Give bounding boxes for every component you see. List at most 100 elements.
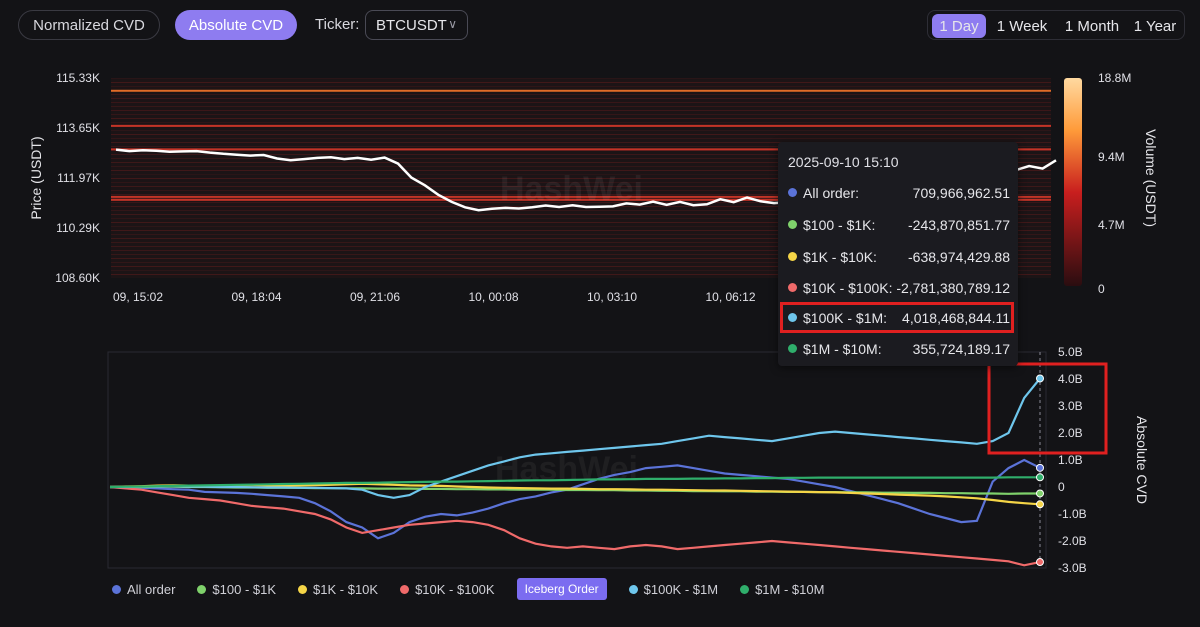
tooltip-row-1k-10k: $1K - $10K: -638,974,429.88: [788, 246, 1010, 268]
volume-band: [111, 238, 1051, 239]
cvd-series-line: [109, 485, 1041, 567]
colorbar-tick-label: 9.4M: [1098, 150, 1125, 164]
cvd-y-tick-label: -1.0B: [1058, 507, 1087, 521]
volume-band: [111, 202, 1051, 203]
volume-band: [111, 242, 1051, 243]
price-y-ticks: 115.33K 113.65K 111.97K 110.29K 108.60K: [55, 71, 100, 285]
highlight-box-right: [987, 362, 1108, 455]
tooltip-dot: [788, 344, 797, 353]
volume-band: [111, 130, 1051, 131]
volume-band: [111, 86, 1051, 87]
volume-band: [111, 150, 1051, 151]
cvd-panel-frame: [107, 351, 1047, 569]
legend-dot: [112, 584, 121, 594]
legend: All order $100 - $1K $1K - $10K $10K - $…: [112, 578, 846, 600]
range-1-year[interactable]: 1 Year: [1133, 17, 1177, 35]
tooltip-label: $1K - $10K:: [803, 249, 877, 265]
normalized-cvd-button[interactable]: Normalized CVD: [18, 10, 160, 40]
absolute-cvd-button[interactable]: Absolute CVD: [175, 10, 297, 40]
tooltip-row-all-order: All order: 709,966,962.51: [788, 182, 1010, 204]
cvd-series-endpoint: [1036, 374, 1044, 383]
volume-band: [111, 170, 1051, 171]
cvd-series-endpoint: [1036, 463, 1044, 472]
tooltip-dot: [788, 313, 797, 322]
ticker-label: Ticker:: [315, 16, 360, 33]
legend-label: $10K - $100K: [415, 581, 495, 597]
tooltip-row-10k-100k: $10K - $100K: -2,781,380,789.12: [788, 277, 1010, 299]
legend-item-all-order[interactable]: All order: [112, 582, 175, 597]
volume-band: [111, 230, 1051, 231]
volume-band: [111, 270, 1051, 271]
legend-item-10k-100k[interactable]: $10K - $100K: [400, 582, 495, 597]
cvd-y-tick-label: 5.0B: [1058, 345, 1083, 359]
volume-band: [111, 154, 1051, 155]
tooltip-row-100k-1m: $100K - $1M: 4,018,468,844.11: [788, 307, 1010, 329]
cvd-series-endpoint: [1036, 558, 1044, 567]
volume-band: [111, 162, 1051, 163]
volume-band: [111, 158, 1051, 159]
range-1-day[interactable]: 1 Day: [932, 14, 986, 38]
legend-item-1k-10k[interactable]: $1K - $10K: [298, 582, 378, 597]
cvd-series-endpoint: [1036, 489, 1044, 498]
tooltip: 2025-09-10 15:10 All order: 709,966,962.…: [778, 142, 1018, 366]
tooltip-value: -243,870,851.77: [908, 217, 1010, 233]
volume-band: [111, 138, 1051, 139]
tooltip-dot: [788, 283, 797, 292]
legend-dot: [197, 584, 207, 594]
volume-band: [111, 98, 1051, 99]
cvd-series-line: [110, 377, 1041, 499]
volume-axis-label: Volume (USDT): [1143, 129, 1159, 227]
volume-band: [111, 190, 1051, 191]
tooltip-dot: [788, 188, 797, 197]
volume-band: [111, 174, 1051, 175]
tooltip-value: 355,724,189.17: [912, 341, 1010, 357]
legend-label: $100 - $1K: [212, 581, 277, 597]
legend-label: $1K - $10K: [313, 581, 379, 597]
iceberg-order-badge[interactable]: Iceberg Order: [516, 578, 607, 600]
legend-item-100-1k[interactable]: $100 - $1K: [197, 582, 276, 597]
price-x-tick-label: 10, 06:12: [705, 290, 755, 304]
cvd-y-tick-label: 3.0B: [1058, 399, 1083, 413]
volume-level: [111, 124, 1051, 127]
volume-band: [111, 198, 1051, 199]
volume-band: [111, 102, 1051, 103]
tooltip-title: 2025-09-10 15:10: [788, 154, 899, 170]
legend-item-100k-1m[interactable]: $100K - $1M: [628, 581, 719, 597]
tooltip-label: $100 - $1K:: [803, 217, 876, 233]
volume-band: [111, 134, 1051, 135]
range-1-month[interactable]: 1 Month: [1064, 17, 1120, 35]
volume-band: [111, 266, 1051, 267]
legend-dot: [740, 584, 750, 594]
legend-label: $100K - $1M: [643, 581, 719, 597]
volume-band: [111, 110, 1051, 111]
volume-band: [111, 82, 1051, 83]
volume-band: [111, 78, 1051, 79]
price-y-tick-label: 113.65K: [56, 121, 100, 135]
volume-band: [111, 106, 1051, 107]
cvd-series-endpoint: [1036, 473, 1044, 482]
chevron-down-icon: ∨: [448, 17, 457, 31]
cvd-y-tick-label: -2.0B: [1058, 534, 1087, 548]
volume-band: [111, 214, 1051, 215]
volume-band: [111, 254, 1051, 255]
price-x-tick-label: 10, 03:10: [587, 290, 637, 304]
price-x-ticks: 09, 15:02 09, 18:04 09, 21:06 10, 00:08 10, …: [113, 290, 756, 304]
cvd-y-axis-label: Absolute CVD: [1134, 416, 1150, 504]
ticker-value: BTCUSDT: [376, 16, 447, 34]
volume-band: [111, 234, 1051, 235]
price-x-tick-label: 10, 00:08: [468, 290, 518, 304]
volume-band: [111, 194, 1051, 195]
price-watermark: HashWei: [500, 170, 643, 208]
cvd-y-tick-label: 1.0B: [1058, 453, 1083, 467]
highlight-box-tooltip-row: [780, 302, 1014, 333]
ticker-select[interactable]: BTCUSDT ∨: [365, 10, 468, 40]
volume-heat-bands: [111, 78, 1051, 275]
legend-item-1m-10m[interactable]: $1M - $10M: [740, 582, 824, 597]
tooltip-row-1m-10m: $1M - $10M: 355,724,189.17: [788, 338, 1010, 360]
legend-label: $1M - $10M: [755, 581, 825, 597]
volume-band: [111, 182, 1051, 183]
volume-level: [111, 195, 1051, 198]
price-y-tick-label: 115.33K: [56, 71, 100, 85]
range-1-week[interactable]: 1 Week: [996, 17, 1048, 35]
